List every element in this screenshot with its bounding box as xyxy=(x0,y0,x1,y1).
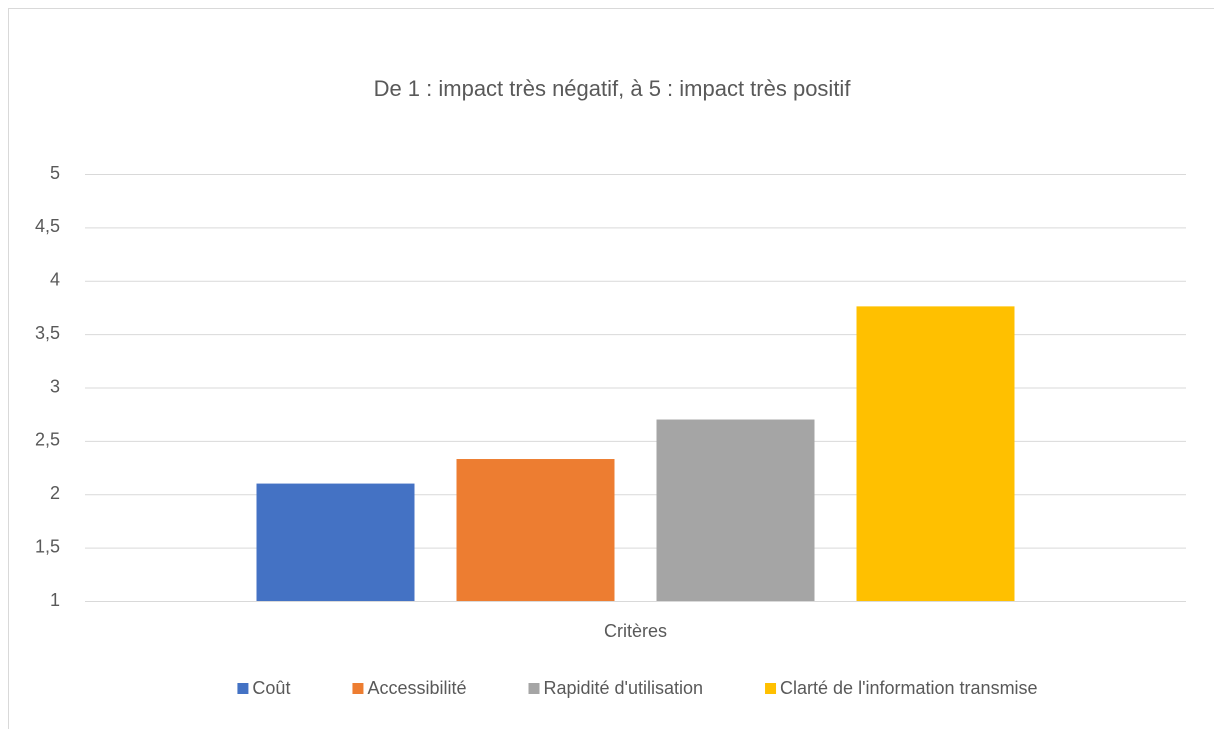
legend-swatch xyxy=(237,683,249,694)
legend-swatch xyxy=(765,683,777,694)
bar xyxy=(856,306,1015,601)
y-tick-label: 5 xyxy=(50,163,60,183)
y-tick-label: 4,5 xyxy=(35,216,60,236)
y-tick-label: 2,5 xyxy=(35,430,60,450)
y-tick-label: 1,5 xyxy=(35,536,60,556)
legend-label: Coût xyxy=(252,678,290,698)
legend-label: Rapidité d'utilisation xyxy=(544,678,704,698)
legend-label: Accessibilité xyxy=(367,678,466,698)
x-axis-category: Critères xyxy=(604,621,667,641)
legend-swatch xyxy=(528,683,540,694)
bar xyxy=(656,419,815,601)
legend-swatch xyxy=(352,683,364,694)
legend-label: Clarté de l'information transmise xyxy=(780,678,1038,698)
bar xyxy=(256,483,415,601)
y-tick-label: 2 xyxy=(50,483,60,503)
y-tick-label: 3,5 xyxy=(35,323,60,343)
y-tick-label: 1 xyxy=(50,590,60,610)
y-tick-label: 4 xyxy=(50,270,60,290)
y-tick-label: 3 xyxy=(50,376,60,396)
chart-title: De 1 : impact très négatif, à 5 : impact… xyxy=(374,76,852,101)
bar xyxy=(456,459,615,601)
